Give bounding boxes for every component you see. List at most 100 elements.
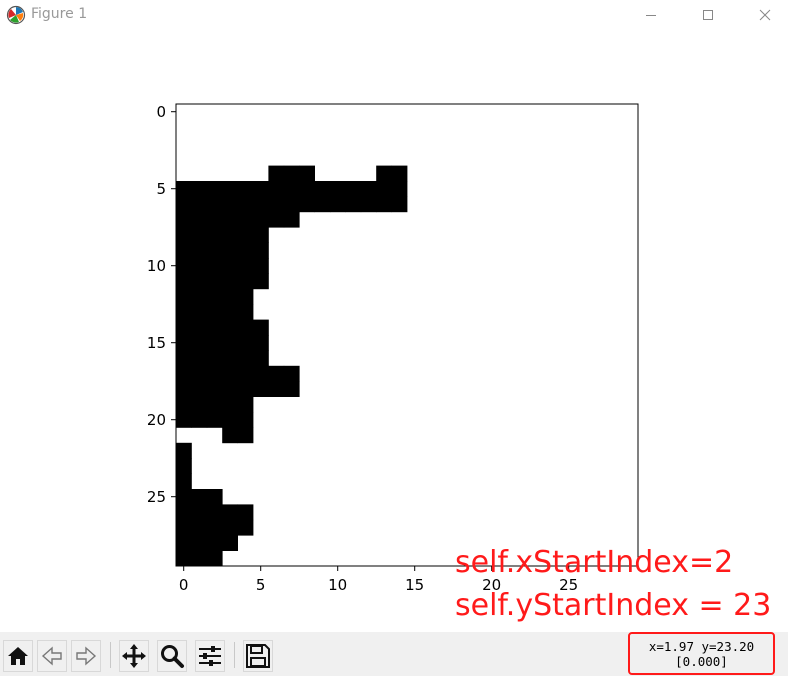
image-cell bbox=[345, 181, 362, 197]
image-cell bbox=[176, 196, 192, 213]
image-cell bbox=[206, 550, 223, 567]
image-cell bbox=[176, 288, 192, 305]
image-cell bbox=[253, 181, 269, 197]
image-cell bbox=[176, 211, 192, 228]
minimize-button[interactable] bbox=[628, 0, 674, 30]
image-cell bbox=[345, 196, 362, 213]
image-cell bbox=[222, 211, 238, 228]
image-cell bbox=[176, 258, 192, 274]
image-cell bbox=[206, 242, 223, 259]
image-cell bbox=[391, 196, 408, 213]
image-cell bbox=[253, 242, 269, 259]
back-button[interactable] bbox=[37, 640, 67, 672]
axis-ticks: 0 5 10 15 20 25 0 5 10 15 20 25 bbox=[147, 103, 578, 594]
toolbar-separator bbox=[110, 642, 111, 668]
image-cell bbox=[191, 242, 208, 259]
image-cell bbox=[176, 365, 192, 382]
image-cell bbox=[314, 196, 331, 213]
toolbar-separator bbox=[234, 642, 235, 668]
x-tick-label: 15 bbox=[405, 576, 424, 594]
image-cell bbox=[222, 504, 238, 521]
image-cell bbox=[376, 165, 392, 182]
image-cell bbox=[237, 181, 254, 197]
x-start-annotation: self.xStartIndex=2 bbox=[455, 545, 734, 580]
image-cell bbox=[253, 227, 269, 243]
image-cell bbox=[222, 412, 238, 428]
image-cell bbox=[176, 319, 192, 336]
image-cell bbox=[176, 273, 192, 290]
image-cell bbox=[222, 350, 238, 367]
forward-button[interactable] bbox=[71, 640, 101, 672]
image-cell bbox=[283, 196, 300, 213]
image-cells bbox=[176, 165, 408, 567]
image-cell bbox=[330, 181, 346, 197]
image-cell bbox=[360, 181, 377, 197]
image-cell bbox=[222, 535, 238, 551]
maximize-icon bbox=[703, 10, 713, 20]
image-cell bbox=[391, 165, 408, 182]
image-cell bbox=[191, 211, 208, 228]
image-cell bbox=[237, 258, 254, 274]
image-cell bbox=[206, 227, 223, 243]
image-cell bbox=[222, 519, 238, 536]
pan-button[interactable] bbox=[119, 640, 149, 672]
image-cell bbox=[222, 381, 238, 397]
x-tick-label: 25 bbox=[559, 576, 578, 594]
image-cell bbox=[237, 242, 254, 259]
image-cell bbox=[253, 258, 269, 274]
image-cell bbox=[237, 396, 254, 413]
image-cell bbox=[253, 319, 269, 336]
y-tick-label: 5 bbox=[156, 180, 166, 198]
image-cell bbox=[191, 504, 208, 521]
x-tick-label: 0 bbox=[179, 576, 189, 594]
floppy-disk-icon bbox=[246, 644, 270, 668]
image-cell bbox=[222, 365, 238, 382]
image-cell bbox=[237, 227, 254, 243]
image-cell bbox=[176, 473, 192, 490]
image-cell bbox=[176, 504, 192, 521]
image-cell bbox=[237, 319, 254, 336]
axes-frame bbox=[175, 103, 639, 567]
image-cell bbox=[206, 273, 223, 290]
magnifier-icon bbox=[161, 645, 184, 668]
image-cell bbox=[360, 196, 377, 213]
image-cell bbox=[191, 396, 208, 413]
image-cell bbox=[222, 396, 238, 413]
zoom-button[interactable] bbox=[157, 640, 187, 672]
back-arrow-icon bbox=[41, 646, 62, 666]
maximize-button[interactable] bbox=[685, 0, 731, 30]
figure-canvas[interactable]: 0 5 10 15 20 25 0 5 10 15 20 25 bbox=[0, 30, 788, 632]
image-cell bbox=[222, 258, 238, 274]
image-cell bbox=[299, 196, 315, 213]
image-cell bbox=[268, 181, 285, 197]
save-button[interactable] bbox=[243, 640, 273, 672]
image-cell bbox=[176, 458, 192, 474]
image-cell bbox=[191, 319, 208, 336]
home-button[interactable] bbox=[3, 640, 33, 672]
image-cell bbox=[206, 535, 223, 551]
image-cell bbox=[237, 427, 254, 444]
image-cell bbox=[268, 165, 285, 182]
image-cell bbox=[176, 412, 192, 428]
sliders-icon bbox=[199, 646, 221, 666]
y-tick-label: 25 bbox=[147, 488, 166, 506]
configure-subplots-button[interactable] bbox=[195, 640, 225, 672]
image-cell bbox=[283, 181, 300, 197]
close-button[interactable] bbox=[742, 0, 788, 30]
image-cell bbox=[191, 350, 208, 367]
y-start-annotation: self.yStartIndex = 23 bbox=[455, 588, 772, 623]
image-cell bbox=[176, 381, 192, 397]
image-cell bbox=[314, 181, 331, 197]
image-cell bbox=[191, 365, 208, 382]
image-cell bbox=[222, 304, 238, 320]
image-cell bbox=[206, 381, 223, 397]
image-cell bbox=[206, 196, 223, 213]
image-cell bbox=[176, 335, 192, 351]
move-arrows-icon bbox=[122, 644, 146, 668]
image-cell bbox=[191, 335, 208, 351]
x-tick-label: 5 bbox=[256, 576, 266, 594]
image-cell bbox=[191, 381, 208, 397]
image-cell bbox=[237, 211, 254, 228]
navigation-toolbar bbox=[0, 632, 788, 676]
image-cell bbox=[206, 519, 223, 536]
